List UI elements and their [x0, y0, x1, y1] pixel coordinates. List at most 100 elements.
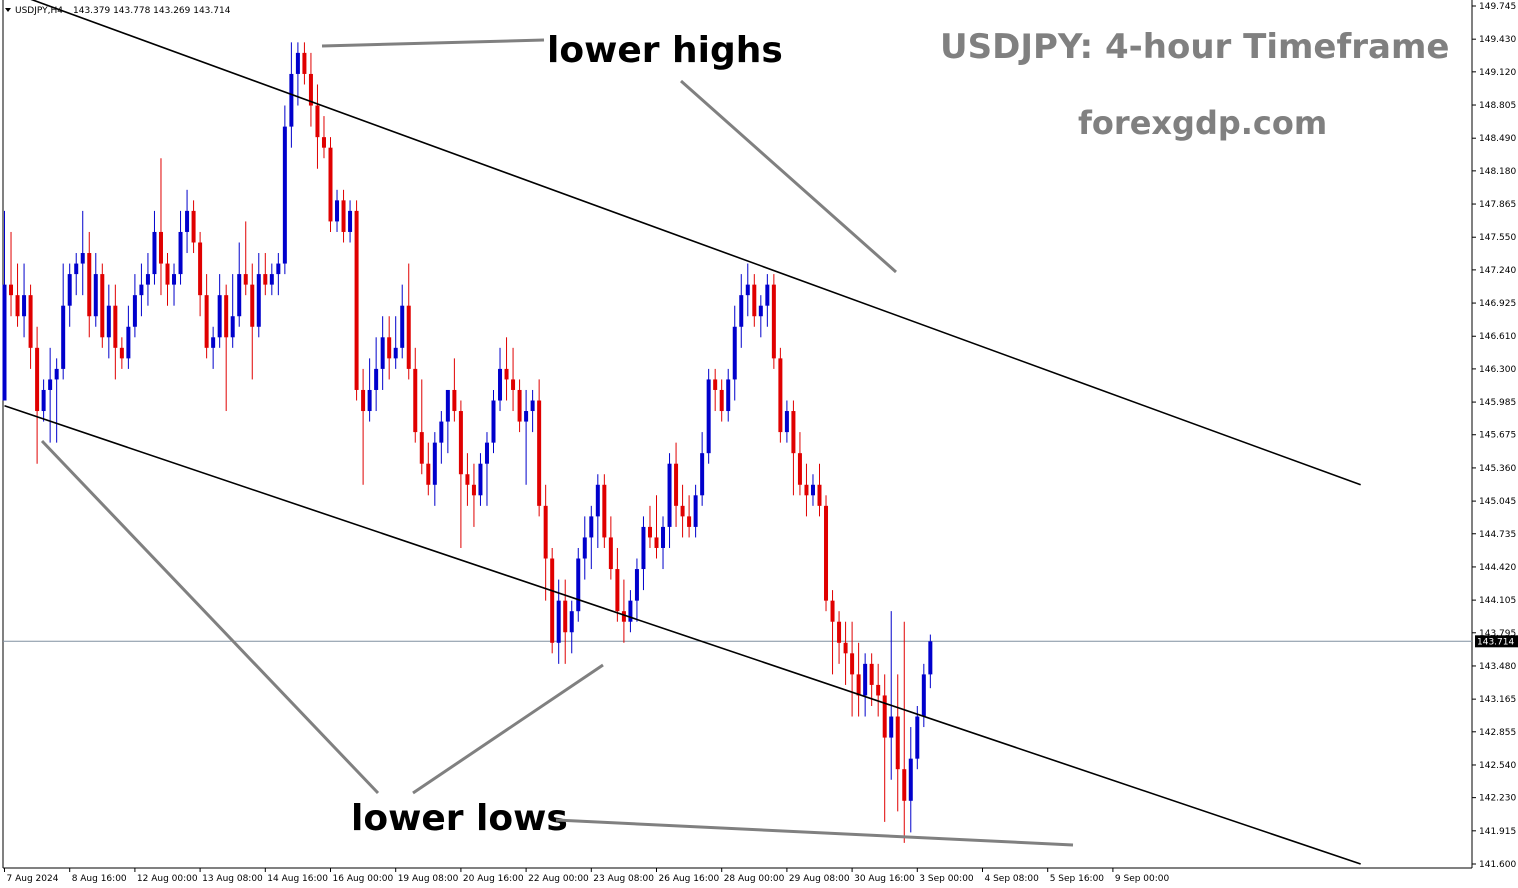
- candle: [856, 642, 861, 717]
- candle-body: [204, 295, 209, 348]
- candle-body: [15, 295, 20, 317]
- candle-body: [335, 200, 340, 222]
- candle: [341, 189, 346, 243]
- candle: [602, 474, 607, 548]
- price-tick-label: 142.855: [1479, 728, 1516, 738]
- candle-body: [582, 537, 587, 559]
- candle: [915, 705, 920, 770]
- candle-body: [843, 642, 848, 654]
- candle-body: [784, 411, 789, 433]
- candle: [152, 210, 157, 285]
- price-tick-label: 146.610: [1479, 332, 1516, 342]
- candle: [230, 274, 235, 348]
- candle: [882, 674, 887, 822]
- price-tick-label: 145.675: [1479, 431, 1516, 441]
- candle-body: [445, 389, 450, 422]
- time-tick-label: 14 Aug 16:00: [267, 874, 328, 884]
- candle: [641, 516, 646, 591]
- candle-body: [654, 537, 659, 548]
- candle-body: [211, 337, 216, 348]
- candle-body: [452, 389, 457, 412]
- candle-body: [61, 305, 66, 369]
- candle-body: [198, 242, 203, 296]
- candle-body: [752, 284, 757, 317]
- candle: [48, 347, 53, 443]
- candle: [739, 274, 744, 348]
- candle-body: [217, 295, 222, 338]
- candle-body: [243, 274, 248, 285]
- candle: [498, 347, 503, 412]
- price-tick-label: 148.805: [1479, 101, 1516, 111]
- candle-body: [380, 337, 385, 369]
- time-tick-label: 23 Aug 08:00: [593, 874, 654, 884]
- candle-body: [504, 368, 509, 380]
- candle: [276, 253, 281, 296]
- candle: [458, 400, 463, 548]
- price-tick-label: 141.600: [1479, 860, 1516, 870]
- candle: [426, 442, 431, 496]
- candle-body: [621, 611, 626, 622]
- candle-body: [543, 505, 548, 559]
- lower-lows-pointer-1: [40, 439, 380, 795]
- candle-body: [256, 274, 261, 327]
- candle: [876, 663, 881, 717]
- candle: [608, 516, 613, 580]
- candle-body: [595, 484, 600, 517]
- candle: [830, 590, 835, 675]
- time-tick-label: 4 Sep 08:00: [985, 874, 1040, 884]
- candle-body: [693, 495, 698, 527]
- candle: [661, 516, 666, 570]
- candle-body: [889, 716, 894, 738]
- candle: [93, 253, 98, 327]
- candle-body: [687, 516, 692, 527]
- candle-body: [2, 284, 7, 401]
- candle: [74, 253, 79, 296]
- candle-body: [35, 347, 40, 412]
- candle-body: [680, 505, 685, 517]
- candle: [850, 621, 855, 717]
- lower-highs-label: lower highs: [547, 30, 783, 71]
- candle-body: [706, 379, 711, 454]
- candle: [354, 200, 359, 401]
- symbol-label: USDJPY,H4: [15, 6, 63, 16]
- candle: [700, 432, 705, 506]
- candle-body: [556, 600, 561, 643]
- candle-body: [106, 305, 111, 338]
- candle-body: [511, 379, 516, 390]
- candle: [35, 326, 40, 464]
- candle: [432, 432, 437, 506]
- candle: [413, 347, 418, 443]
- candle-body: [550, 558, 555, 643]
- candle: [445, 389, 450, 454]
- candle-body: [563, 600, 568, 633]
- candle-body: [185, 210, 190, 232]
- dropdown-triangle-icon[interactable]: [5, 8, 11, 12]
- current-price-label: 143.714: [1477, 637, 1514, 647]
- candle: [582, 516, 587, 580]
- candle: [439, 411, 444, 464]
- candle-body: [771, 284, 776, 359]
- candle: [178, 210, 183, 285]
- candle: [517, 379, 522, 433]
- candle: [348, 200, 353, 243]
- candle: [106, 284, 111, 359]
- lower-lows-pointer-3: [555, 818, 1074, 847]
- candle: [237, 242, 242, 327]
- candle: [61, 263, 66, 380]
- candle-body: [732, 326, 737, 380]
- candle: [511, 347, 516, 412]
- lower-highs-pointer-2: [680, 79, 897, 274]
- candle: [406, 263, 411, 380]
- candle-body: [465, 474, 470, 485]
- lower-lows-pointer-2: [412, 663, 604, 795]
- candle-body: [908, 758, 913, 801]
- candle-body: [80, 253, 85, 264]
- candle-body: [113, 305, 118, 348]
- ohlc-readout: 143.379 143.778 143.269 143.714: [73, 6, 231, 16]
- candle: [302, 42, 307, 85]
- price-tick-label: 144.105: [1479, 596, 1516, 606]
- candle: [491, 389, 496, 454]
- candle: [380, 316, 385, 390]
- candle-body: [426, 463, 431, 485]
- candle: [191, 200, 196, 254]
